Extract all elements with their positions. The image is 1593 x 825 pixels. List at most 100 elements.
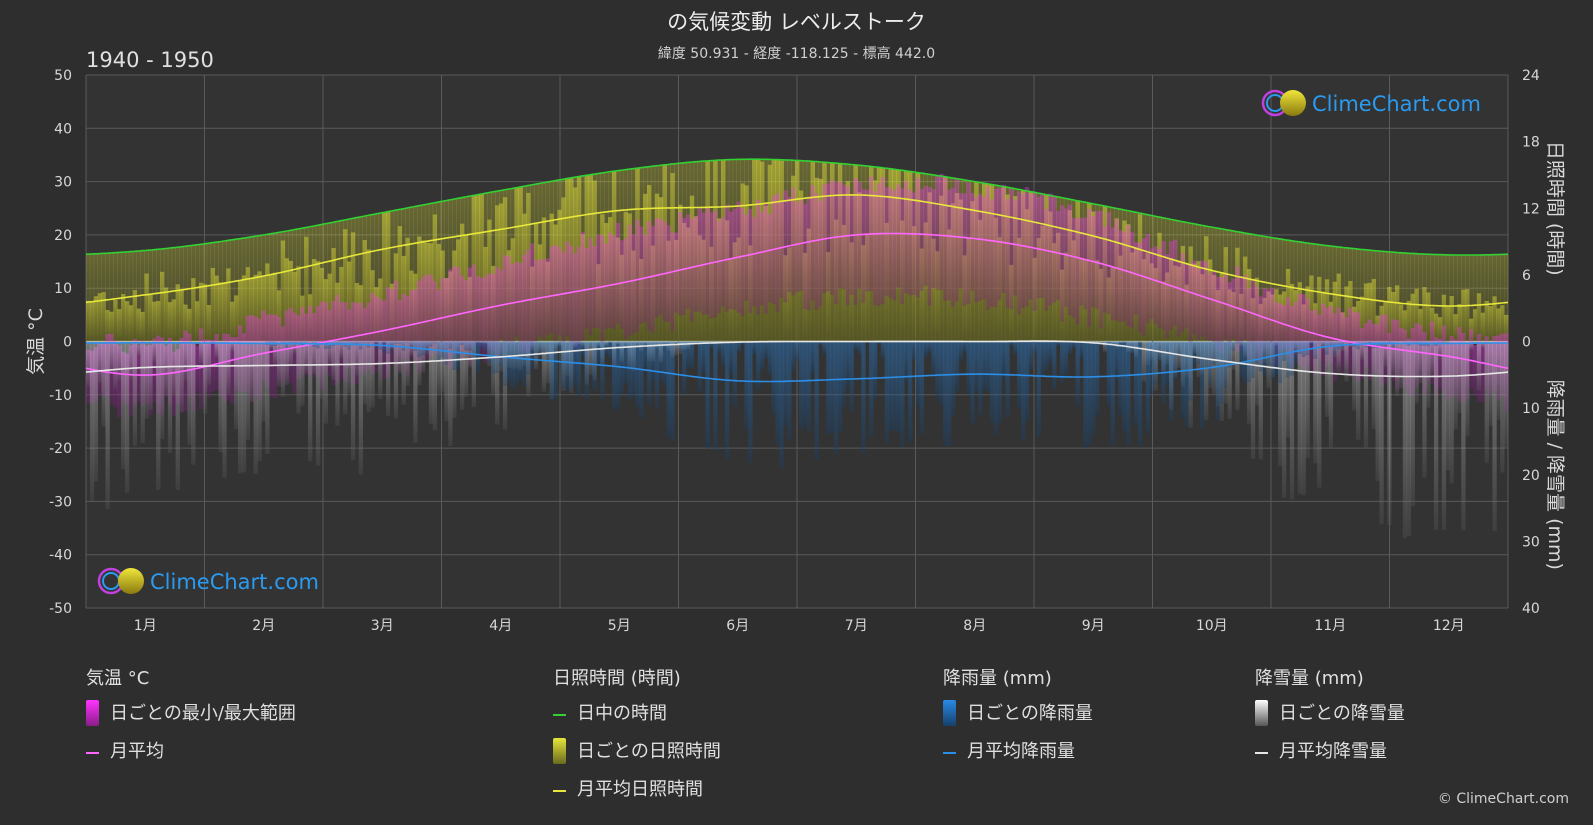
temp-range-bar bbox=[915, 177, 921, 298]
rain-daily-bar bbox=[1320, 341, 1326, 348]
climechart-logo-top[interactable]: ClimeChart.com bbox=[1261, 89, 1481, 117]
temp-range-bar bbox=[896, 184, 901, 288]
temp-range-bar bbox=[347, 309, 352, 368]
rain-daily-bar bbox=[456, 341, 461, 369]
sunshine-daily-bar bbox=[1488, 306, 1493, 342]
x-tick-month: 1月 bbox=[134, 618, 157, 634]
rain-daily-bar bbox=[1219, 341, 1224, 404]
rain-daily-bar bbox=[1445, 341, 1450, 344]
snow-daily-bar bbox=[421, 341, 426, 373]
y-tick-temp: 20 bbox=[54, 228, 72, 244]
climechart-logo-bottom[interactable]: ClimeChart.com bbox=[97, 567, 319, 595]
temp-range-bar bbox=[405, 296, 410, 377]
sunshine-daily-bar bbox=[214, 275, 219, 342]
snow-daily-bar bbox=[86, 341, 91, 387]
legend-snow-mean: 月平均降雪量 bbox=[1279, 741, 1387, 762]
rain-daily-bar bbox=[662, 341, 667, 386]
rain-daily-bar bbox=[1356, 341, 1361, 350]
sunshine-potential-bar bbox=[1383, 251, 1388, 342]
rain-daily-bar bbox=[292, 341, 297, 343]
temp-range-bar bbox=[1469, 329, 1474, 390]
temp-range-bar bbox=[1285, 297, 1291, 358]
temp-range-bar bbox=[424, 274, 430, 363]
sunshine-daily-bar bbox=[132, 290, 138, 342]
rain-daily-bar bbox=[978, 341, 983, 416]
temp-range-bar bbox=[487, 273, 492, 355]
snow-daily-bar bbox=[1496, 341, 1501, 420]
sunshine-daily-bar bbox=[397, 226, 402, 342]
sunshine-daily-bar bbox=[241, 275, 247, 342]
snow-daily-bar bbox=[460, 341, 465, 410]
snow-daily-bar bbox=[1453, 341, 1458, 430]
temp-range-bar bbox=[1110, 227, 1115, 321]
sunshine-daily-bar bbox=[1359, 296, 1365, 342]
sunshine-daily-bar bbox=[284, 258, 289, 342]
sunshine-daily-bar bbox=[1414, 288, 1419, 342]
temp-range-bar bbox=[506, 256, 512, 342]
rain-daily-bar bbox=[943, 341, 948, 446]
rain-daily-bar bbox=[869, 341, 874, 438]
temp-range-bar bbox=[1067, 204, 1073, 316]
sunshine-daily-bar bbox=[183, 304, 188, 342]
rain-daily-bar bbox=[1048, 341, 1053, 364]
snow-daily-bar bbox=[234, 341, 239, 430]
x-tick-month: 9月 bbox=[1082, 618, 1105, 634]
temp-range-bar bbox=[1219, 277, 1224, 354]
y-axis-title-right-top: 日照時間 (時間) bbox=[1544, 141, 1566, 276]
snow-daily-bar bbox=[249, 341, 254, 402]
rain-daily-bar bbox=[592, 341, 597, 391]
rain-daily-bar bbox=[1282, 341, 1287, 361]
temp-range-bar bbox=[1017, 191, 1022, 315]
snow-daily-bar bbox=[354, 341, 360, 376]
temp-range-bar bbox=[635, 219, 640, 332]
rain-daily-bar bbox=[467, 341, 473, 351]
rain-daily-bar bbox=[639, 341, 644, 418]
rain-daily-bar bbox=[1328, 341, 1334, 347]
period-label: 1940 - 1950 bbox=[86, 48, 214, 72]
snow-daily-bar bbox=[327, 341, 332, 364]
sunshine-daily-bar bbox=[222, 283, 227, 342]
sunshine-potential-bar bbox=[389, 211, 395, 342]
temp-range-bar bbox=[721, 217, 726, 307]
sunshine-potential-bar bbox=[1352, 248, 1357, 342]
snow-daily-bar bbox=[167, 341, 173, 453]
temp-range-bar bbox=[767, 214, 773, 302]
rain-daily-bar bbox=[460, 341, 465, 345]
x-tick-month: 12月 bbox=[1433, 618, 1465, 634]
sunshine-potential-bar bbox=[89, 254, 95, 342]
rain-daily-bar bbox=[763, 341, 769, 360]
sunshine-daily-bar bbox=[230, 301, 235, 342]
temp-range-bar bbox=[569, 246, 574, 344]
temp-range-bar bbox=[946, 189, 952, 300]
temp-range-bar bbox=[1005, 199, 1010, 308]
temp-range-bar bbox=[518, 263, 523, 353]
rain-daily-bar bbox=[1367, 341, 1373, 345]
sunshine-daily-bar bbox=[304, 236, 309, 342]
sunshine-potential-bar bbox=[113, 252, 118, 342]
rain-daily-bar bbox=[643, 341, 648, 369]
sunshine-potential-bar bbox=[1445, 254, 1450, 342]
temp-range-bar bbox=[923, 185, 928, 286]
rain-daily-bar bbox=[1153, 341, 1158, 385]
sunshine-potential-bar bbox=[171, 247, 177, 342]
temp-range-bar bbox=[440, 278, 445, 351]
sunshine-daily-bar bbox=[265, 263, 270, 342]
temp-range-bar bbox=[623, 238, 628, 340]
temp-range-bar bbox=[1317, 314, 1322, 361]
sunshine-potential-bar bbox=[109, 253, 114, 342]
snow-daily-bar bbox=[1476, 341, 1482, 391]
snow-daily-bar bbox=[93, 341, 99, 482]
rain-daily-bar bbox=[417, 341, 422, 358]
sunshine-potential-bar bbox=[206, 243, 212, 342]
sunshine-daily-bar bbox=[163, 287, 169, 342]
rain-daily-bar bbox=[721, 341, 726, 366]
rain-daily-bar bbox=[565, 341, 570, 391]
snow-mean-line bbox=[85, 340, 1509, 378]
temp-range-bar bbox=[592, 246, 597, 328]
temp-range-bar bbox=[705, 206, 710, 315]
sunshine-daily-bar bbox=[105, 310, 110, 342]
temp-range-bar bbox=[374, 296, 379, 372]
temp-range-bar bbox=[818, 200, 823, 307]
snow-daily-bar bbox=[257, 341, 262, 462]
sunshine-daily-bar bbox=[253, 274, 258, 342]
